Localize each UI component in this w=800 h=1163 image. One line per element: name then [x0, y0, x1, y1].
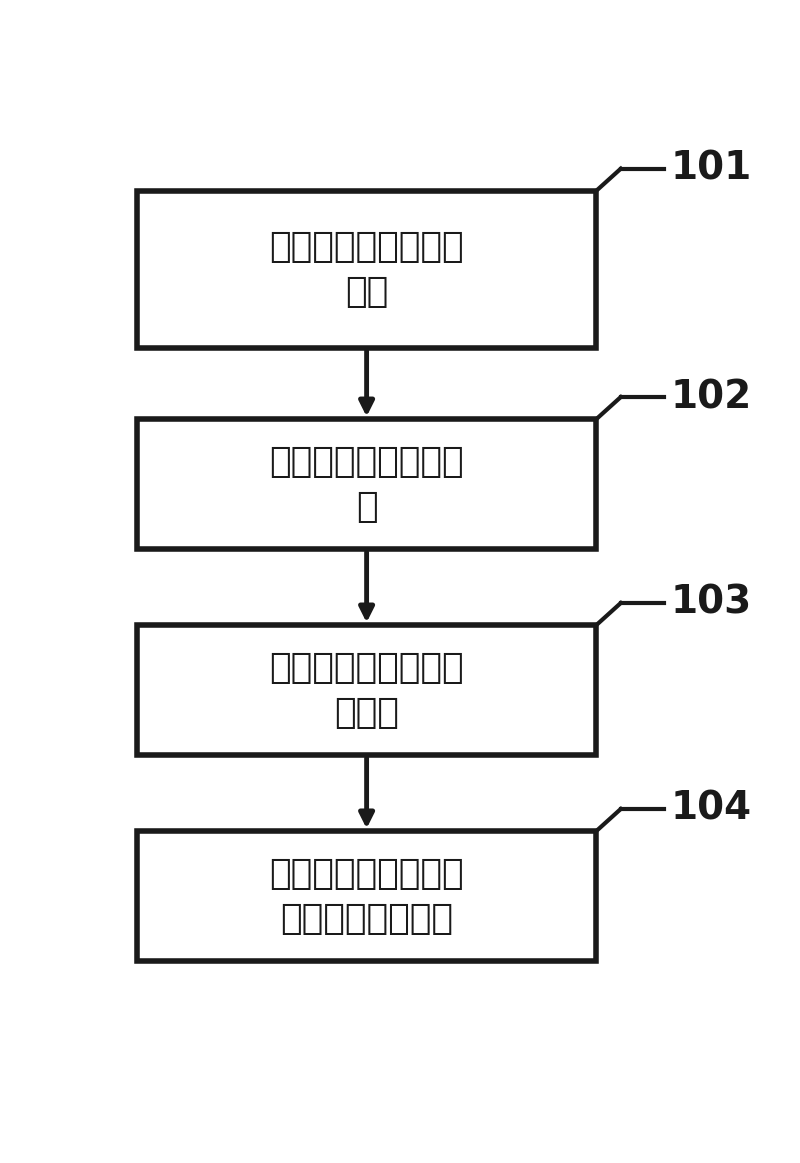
Bar: [138, 626, 596, 755]
Text: 102: 102: [670, 378, 752, 416]
Text: 103: 103: [670, 584, 752, 622]
Text: 将代码加入网站的页
面中: 将代码加入网站的页 面中: [270, 230, 464, 309]
Text: 通过代码记录鼠标事
件: 通过代码记录鼠标事 件: [270, 445, 464, 523]
Bar: [138, 832, 596, 961]
Text: 将数据发送到分析中
心并在展示墙显示: 将数据发送到分析中 心并在展示墙显示: [270, 857, 464, 936]
Text: 104: 104: [670, 790, 751, 828]
Text: 将鼠标事件发送到采
集中心: 将鼠标事件发送到采 集中心: [270, 651, 464, 729]
Bar: [138, 191, 596, 348]
Bar: [138, 420, 596, 549]
Text: 101: 101: [670, 150, 752, 187]
